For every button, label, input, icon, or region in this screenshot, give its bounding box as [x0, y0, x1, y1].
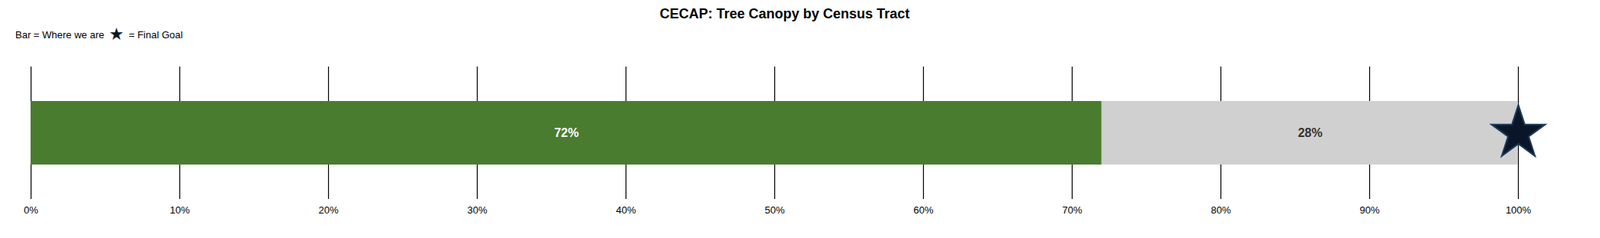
- html-text:Bar = Where we are ★ = Final G: Bar = Where we are ★ = Final Goal: [15, 24, 183, 44]
- svg-text:10%: 10%: [169, 204, 190, 217]
- svg-text:72%: 72%: [554, 126, 579, 140]
- svg-text:28%: 28%: [1297, 126, 1323, 140]
- svg-text:20%: 20%: [318, 204, 339, 217]
- svg-text:50%: 50%: [764, 204, 785, 217]
- svg-text:40%: 40%: [615, 204, 636, 217]
- svg-text:80%: 80%: [1210, 204, 1231, 217]
- svg-text:0%: 0%: [23, 204, 39, 217]
- svg-text:100%: 100%: [1505, 204, 1532, 217]
- svg-text:60%: 60%: [913, 204, 934, 217]
- svg-text:90%: 90%: [1359, 204, 1380, 217]
- svg-text:70%: 70%: [1061, 204, 1082, 217]
- html-text:CECAP: Tree Canopy by Census T: CECAP: Tree Canopy by Census Tract: [659, 6, 910, 22]
- svg-text:30%: 30%: [466, 204, 487, 217]
